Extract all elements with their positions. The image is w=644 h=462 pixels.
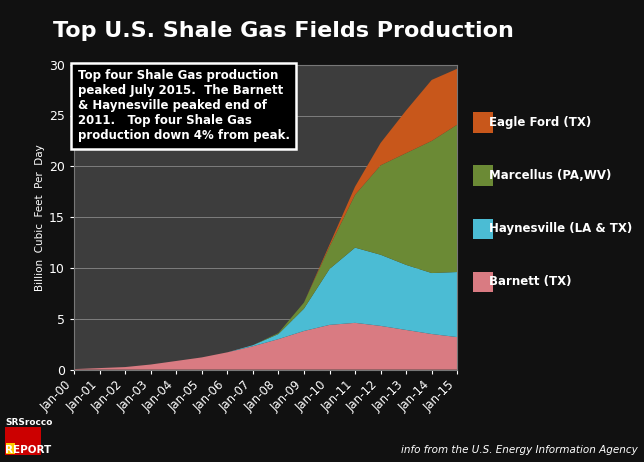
Text: Marcellus (PA,WV): Marcellus (PA,WV) xyxy=(489,169,612,182)
Text: Barnett (TX): Barnett (TX) xyxy=(489,275,572,288)
Text: SRSrocco: SRSrocco xyxy=(5,418,53,427)
Text: Eagle Ford (TX): Eagle Ford (TX) xyxy=(489,116,592,129)
Y-axis label: Billion  Cubic  Feet  Per  Day: Billion Cubic Feet Per Day xyxy=(35,144,45,291)
Text: REPORT: REPORT xyxy=(5,445,52,455)
Text: Top U.S. Shale Gas Fields Production: Top U.S. Shale Gas Fields Production xyxy=(53,21,514,41)
Text: Haynesville (LA & TX): Haynesville (LA & TX) xyxy=(489,222,632,235)
Text: Top four Shale Gas production
peaked July 2015.  The Barnett
& Haynesville peake: Top four Shale Gas production peaked Jul… xyxy=(78,69,290,142)
Text: info from the U.S. Energy Information Agency: info from the U.S. Energy Information Ag… xyxy=(401,445,638,455)
